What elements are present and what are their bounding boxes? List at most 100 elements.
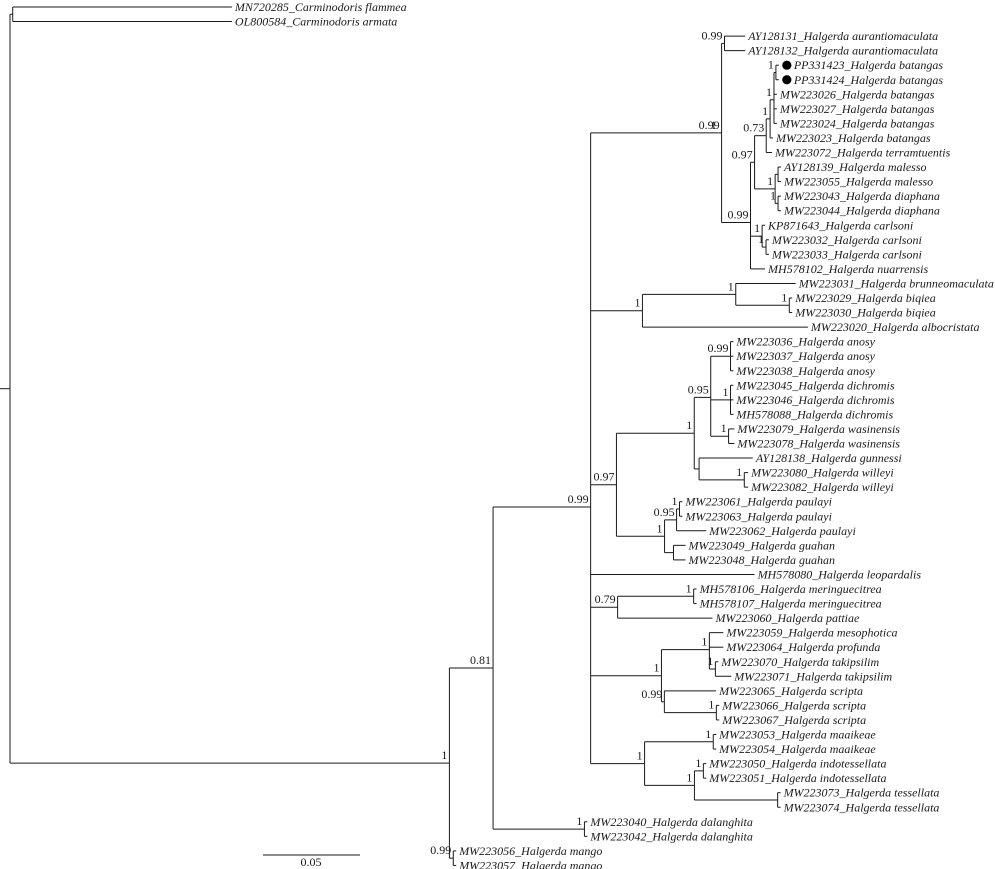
scale-bar-label: 0.05 <box>301 855 322 869</box>
highlight-dot-icon <box>782 75 792 85</box>
support-value: 1 <box>686 418 692 432</box>
support-value: 1 <box>653 661 659 675</box>
tip-label: MW223060_Halgerda pattiae <box>714 611 860 625</box>
support-value: 0.97 <box>732 147 753 161</box>
tip-label: MW223061_Halgerda paulayi <box>684 495 832 509</box>
support-value: 0.95 <box>688 382 709 396</box>
tip-label: MW223067_Halgerda scripta <box>721 713 866 727</box>
support-value: 1 <box>723 385 729 399</box>
scale-bar: 0.05 <box>263 854 360 869</box>
tip-label: MW223055_Halgerda malesso <box>783 175 933 189</box>
support-value: 1 <box>637 749 643 763</box>
tip-label: MW223030_Halgerda biqiea <box>794 306 936 320</box>
support-value: 1 <box>766 85 772 99</box>
tip-label: MN720285_Carminodoris flammea <box>234 0 407 14</box>
support-value: 1 <box>711 118 717 132</box>
support-value: 0.81 <box>470 653 491 667</box>
tip-label: MW223057_Halgerda mango <box>458 858 602 869</box>
tip-label: MW223059_Halgerda mesophotica <box>725 626 897 640</box>
support-value: 1 <box>705 727 711 741</box>
support-value: 0.99 <box>641 687 662 701</box>
support-value: 1 <box>770 188 776 202</box>
support-value: 1 <box>671 494 677 508</box>
support-value: 1 <box>754 221 760 235</box>
tip-label: MW223042_Halgerda dalanghita <box>589 829 753 843</box>
tip-label: MW223029_Halgerda biqiea <box>794 291 936 305</box>
support-value: 1 <box>767 174 773 188</box>
tip-label: MW223050_Halgerda indotessellata <box>708 757 886 771</box>
support-values: 0.9910.991110.73110.97110.990.9911110.99… <box>430 28 787 857</box>
tip-labels: MN720285_Carminodoris flammeaOL800584_Ca… <box>234 0 994 869</box>
tip-label: MW223027_Halgerda batangas <box>779 102 935 116</box>
tip-label: MW223072_Halgerda terramtuentis <box>774 146 951 160</box>
tip-label: MW223036_Halgerda anosy <box>735 335 875 349</box>
highlight-dot-icon <box>782 60 792 70</box>
tip-label: MW223070_Halgerda takipsilim <box>720 655 879 669</box>
tip-label: MW223064_Halgerda profunda <box>725 640 880 654</box>
tip-label: MW223074_Halgerda tessellata <box>783 800 940 814</box>
support-value: 1 <box>441 748 447 762</box>
support-value: 1 <box>721 421 727 435</box>
tip-label: MW223051_Halgerda indotessellata <box>708 771 886 785</box>
support-value: 0.99 <box>702 28 723 42</box>
support-value: 0.79 <box>595 592 616 606</box>
tip-label: MW223037_Halgerda anosy <box>735 349 875 363</box>
tip-label: MW223054_Halgerda maaikeae <box>718 742 876 756</box>
support-value: 0.97 <box>593 470 614 484</box>
tip-label: OL800584_Carminodoris armata <box>235 15 397 29</box>
tip-label: MW223020_Halgerda albocristata <box>810 320 980 334</box>
tip-label: MW223026_Halgerda batangas <box>779 87 935 101</box>
support-value: 0.95 <box>654 505 675 519</box>
tip-label: MW223056_Halgerda mango <box>458 844 602 858</box>
support-value: 1 <box>728 279 734 293</box>
tip-label: MW223045_Halgerda dichromis <box>735 378 894 392</box>
tip-label: MW223024_Halgerda batangas <box>779 116 935 130</box>
tip-label: MW223065_Halgerda scripta <box>718 684 863 698</box>
tip-label: MW223053_Halgerda maaikeae <box>718 728 876 742</box>
support-value: 1 <box>736 465 742 479</box>
tip-label: MW223062_Halgerda paulayi <box>708 524 856 538</box>
tip-label: MW223078_Halgerda wasinensis <box>736 437 900 451</box>
support-value: 0.99 <box>708 341 729 355</box>
tip-label: MW223038_Halgerda anosy <box>735 364 875 378</box>
tip-label: MH578088_Halgerda dichromis <box>735 407 893 421</box>
tip-label: AY128132_Halgerda aurantiomaculata <box>747 44 938 58</box>
tip-label: MW223066_Halgerda scripta <box>721 698 866 712</box>
tip-label: MH578107_Halgerda meringuecitrea <box>699 597 882 611</box>
tip-label: AY128131_Halgerda aurantiomaculata <box>747 29 938 43</box>
tip-label: AY128138_Halgerda gunnessi <box>755 451 902 465</box>
tip-label: AY128139_Halgerda malesso <box>783 160 927 174</box>
tip-label: PP331423_Halgerda batangas <box>793 58 944 72</box>
tip-label: MW223032_Halgerda carlsoni <box>771 233 922 247</box>
tip-label: MW223071_Halgerda takipsilim <box>733 669 892 683</box>
support-value: 0.99 <box>430 843 451 857</box>
tree-branches <box>0 6 808 866</box>
tip-label: MW223049_Halgerda guahan <box>688 538 836 552</box>
support-value: 0.73 <box>743 121 764 135</box>
support-value: 0.99 <box>699 118 720 132</box>
tip-label: MW223063_Halgerda paulayi <box>684 509 832 523</box>
tip-label: MW223082_Halgerda willeyi <box>750 480 894 494</box>
support-value: 1 <box>634 296 640 310</box>
tip-label: MH578102_Halgerda nuarrensis <box>767 262 928 276</box>
support-value: 1 <box>708 698 714 712</box>
support-value: 0.99 <box>727 207 748 221</box>
support-value: 1 <box>657 521 663 535</box>
tip-label: MW223033_Halgerda carlsoni <box>771 247 922 261</box>
tip-label: MW223023_Halgerda batangas <box>775 131 931 145</box>
support-value: 0.99 <box>568 492 589 506</box>
support-value: 1 <box>576 814 582 828</box>
tip-label: PP331424_Halgerda batangas <box>793 73 944 87</box>
tip-label: MW223044_Halgerda diaphana <box>783 204 940 218</box>
tip-label: MW223080_Halgerda willeyi <box>750 466 894 480</box>
support-value: 1 <box>695 756 701 770</box>
tip-label: MH578080_Halgerda leopardalis <box>757 567 922 581</box>
support-value: 1 <box>686 770 692 784</box>
tip-label: MW223079_Halgerda wasinensis <box>736 422 900 436</box>
support-value: 1 <box>781 290 787 304</box>
support-value: 1 <box>762 104 768 118</box>
tip-label: MW223043_Halgerda diaphana <box>783 189 940 203</box>
tip-label: MW223040_Halgerda dalanghita <box>589 815 753 829</box>
tip-label: KP871643_Halgerda carlsoni <box>767 218 913 232</box>
